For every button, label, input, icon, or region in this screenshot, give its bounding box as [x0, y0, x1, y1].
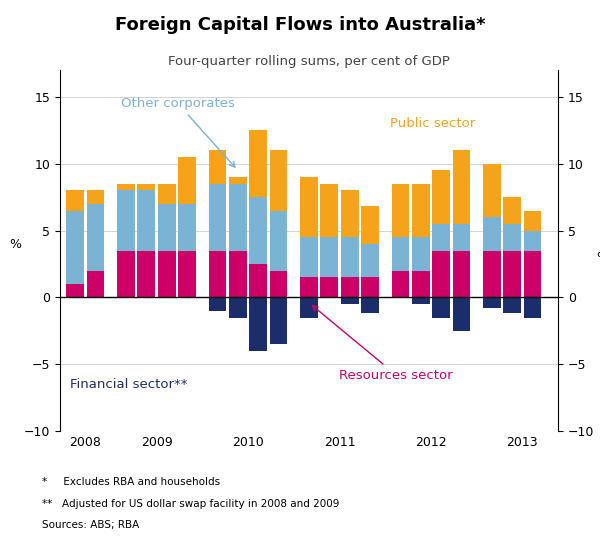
Bar: [320, 184, 338, 237]
Bar: [249, 264, 267, 298]
Bar: [86, 271, 104, 298]
Bar: [300, 237, 318, 278]
Bar: [392, 237, 409, 271]
Text: Foreign Capital Flows into Australia*: Foreign Capital Flows into Australia*: [115, 16, 485, 34]
Bar: [158, 251, 176, 298]
Bar: [392, 184, 409, 237]
Bar: [432, 170, 450, 224]
Bar: [269, 298, 287, 344]
Text: Resources sector: Resources sector: [313, 306, 453, 382]
Bar: [483, 164, 501, 217]
Text: Other corporates: Other corporates: [121, 97, 235, 167]
Bar: [86, 204, 104, 271]
Bar: [67, 190, 84, 211]
Bar: [209, 298, 226, 311]
Bar: [452, 251, 470, 298]
Bar: [503, 224, 521, 251]
Text: Public sector: Public sector: [391, 117, 476, 130]
Bar: [158, 204, 176, 251]
Title: Four-quarter rolling sums, per cent of GDP: Four-quarter rolling sums, per cent of G…: [168, 54, 450, 67]
Bar: [137, 190, 155, 251]
Bar: [483, 217, 501, 251]
Bar: [229, 184, 247, 251]
Bar: [341, 190, 359, 237]
Bar: [412, 237, 430, 271]
Bar: [249, 298, 267, 351]
Bar: [432, 298, 450, 317]
Bar: [524, 251, 541, 298]
Bar: [412, 298, 430, 304]
Bar: [300, 278, 318, 298]
Bar: [229, 177, 247, 184]
Bar: [269, 211, 287, 271]
Bar: [178, 251, 196, 298]
Bar: [67, 284, 84, 298]
Bar: [361, 206, 379, 244]
Bar: [229, 251, 247, 298]
Bar: [117, 251, 135, 298]
Bar: [361, 298, 379, 314]
Bar: [320, 237, 338, 278]
Bar: [158, 184, 176, 204]
Bar: [117, 190, 135, 251]
Bar: [452, 150, 470, 224]
Bar: [361, 278, 379, 298]
Bar: [300, 177, 318, 237]
Bar: [269, 150, 287, 211]
Bar: [341, 298, 359, 304]
Bar: [452, 224, 470, 251]
Bar: [392, 271, 409, 298]
Bar: [483, 251, 501, 298]
Bar: [178, 157, 196, 204]
Bar: [229, 298, 247, 317]
Text: Financial sector**: Financial sector**: [70, 378, 188, 391]
Bar: [117, 184, 135, 190]
Bar: [341, 278, 359, 298]
Bar: [67, 211, 84, 284]
Bar: [452, 298, 470, 331]
Text: Sources: ABS; RBA: Sources: ABS; RBA: [42, 520, 139, 530]
Bar: [300, 298, 318, 317]
Text: **   Adjusted for US dollar swap facility in 2008 and 2009: ** Adjusted for US dollar swap facility …: [42, 499, 340, 509]
Bar: [86, 190, 104, 204]
Y-axis label: %: %: [596, 251, 600, 264]
Bar: [209, 251, 226, 298]
Bar: [249, 197, 267, 264]
Bar: [209, 184, 226, 251]
Bar: [503, 298, 521, 314]
Bar: [269, 271, 287, 298]
Bar: [524, 211, 541, 231]
Bar: [412, 184, 430, 237]
Bar: [412, 271, 430, 298]
Bar: [137, 184, 155, 190]
Y-axis label: %: %: [10, 238, 22, 251]
Bar: [503, 251, 521, 298]
Bar: [320, 278, 338, 298]
Bar: [249, 130, 267, 197]
Bar: [432, 224, 450, 251]
Bar: [178, 204, 196, 251]
Bar: [432, 251, 450, 298]
Bar: [524, 231, 541, 251]
Bar: [137, 251, 155, 298]
Bar: [503, 197, 521, 224]
Bar: [524, 298, 541, 317]
Bar: [209, 150, 226, 184]
Text: *     Excludes RBA and households: * Excludes RBA and households: [42, 477, 220, 487]
Bar: [361, 244, 379, 278]
Bar: [341, 237, 359, 278]
Bar: [483, 298, 501, 308]
